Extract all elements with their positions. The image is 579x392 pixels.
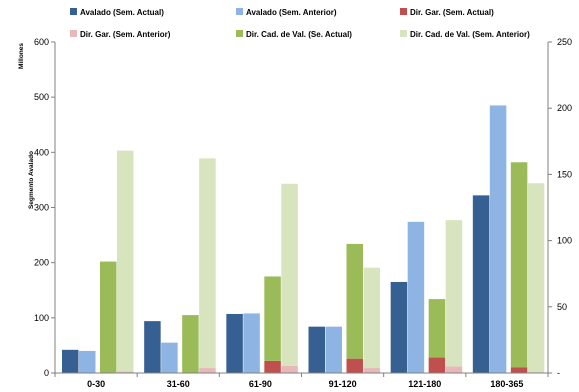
bar-c-3-4 xyxy=(346,243,363,359)
legend-swatch xyxy=(236,30,243,37)
bar-d-3-5 xyxy=(363,267,380,369)
bar-a-1-0 xyxy=(144,321,161,373)
x-tick-label: 91-120 xyxy=(329,379,357,389)
legend-swatch xyxy=(236,8,243,15)
bar-c-5-2 xyxy=(510,367,528,373)
axes: 0 100 200 300 400 500 600 - 50 100 150 200 250 0-30 31… xyxy=(34,37,572,389)
bar-d-0-3 xyxy=(117,371,134,373)
bar-d-2-5 xyxy=(281,183,298,366)
bar-c-5-4 xyxy=(510,162,528,368)
bar-b-5-1 xyxy=(489,105,507,374)
bar-b-4-1 xyxy=(407,221,425,373)
bar-c-4-4 xyxy=(428,299,446,358)
y-tick-label: 600 xyxy=(34,37,49,47)
y-right-tick-label: 50 xyxy=(557,302,567,312)
bar-d-1-3 xyxy=(199,368,216,373)
y-tick-label: 300 xyxy=(34,203,49,213)
bar-c-1-4 xyxy=(182,315,199,373)
bar-c-2-2 xyxy=(264,360,281,373)
y-tick-label: 500 xyxy=(34,92,49,102)
bar-d-3-3 xyxy=(363,368,380,373)
bar-c-0-4 xyxy=(100,261,117,373)
bar-d-4-3 xyxy=(445,366,463,373)
bar-a-5-0 xyxy=(472,195,490,373)
legend-swatch xyxy=(400,8,407,15)
legend-label: Avalado (Sem. Anterior) xyxy=(246,8,337,17)
bar-a-0-0 xyxy=(62,349,79,373)
bar-c-4-2 xyxy=(428,357,446,373)
bar-a-2-0 xyxy=(226,313,243,373)
y-right-tick-label: 200 xyxy=(557,103,572,113)
y-right-tick-label: 250 xyxy=(557,37,572,47)
plot-area xyxy=(62,105,545,374)
bar-c-3-2 xyxy=(346,358,363,373)
legend-swatch xyxy=(70,8,77,15)
legend-label: Dir. Gar. (Sem. Anterior) xyxy=(80,30,171,39)
y-tick-label: 400 xyxy=(34,147,49,157)
x-tick-label: 31-60 xyxy=(167,379,190,389)
y-tick-label: 200 xyxy=(34,258,49,268)
legend-label: Dir. Gar. (Sem. Actual) xyxy=(410,8,494,17)
bar-d-5-5 xyxy=(527,183,545,373)
y-axis-unit: Millones xyxy=(18,43,25,69)
y-right-tick-label: - xyxy=(557,368,560,378)
bar-c-2-4 xyxy=(264,276,281,361)
y-right-tick-label: 100 xyxy=(557,236,572,246)
x-tick-label: 180-365 xyxy=(490,379,523,389)
bar-d-0-5 xyxy=(117,150,134,372)
legend-label: Avalado (Sem. Actual) xyxy=(80,8,164,17)
x-tick-label: 0-30 xyxy=(87,379,105,389)
y-tick-label: 0 xyxy=(44,368,49,378)
x-tick-label: 121-180 xyxy=(408,379,441,389)
bar-b-0-1 xyxy=(79,350,96,373)
legend-swatch xyxy=(70,30,77,37)
bar-b-1-1 xyxy=(161,342,178,373)
x-tick-label: 61-90 xyxy=(249,379,272,389)
y-axis-label: Segmento Avalado xyxy=(28,151,35,209)
y-right-tick-label: 150 xyxy=(557,169,572,179)
legend-label: Dir. Cad. de Val. (Sem. Anterior) xyxy=(410,30,530,39)
legend-swatch xyxy=(400,30,407,37)
bar-b-3-1 xyxy=(325,326,342,373)
y-tick-label: 100 xyxy=(34,313,49,323)
bar-b-2-1 xyxy=(243,313,260,373)
bar-d-4-5 xyxy=(445,220,463,367)
bar-d-1-5 xyxy=(199,158,216,369)
bar-a-4-0 xyxy=(390,281,408,373)
legend: Avalado (Sem. Actual) Avalado (Sem. Anter… xyxy=(70,8,530,39)
bar-a-3-0 xyxy=(308,326,325,373)
legend-label: Dir. Cad. de Val. (Se. Actual) xyxy=(246,30,352,39)
bar-d-2-3 xyxy=(281,365,298,373)
